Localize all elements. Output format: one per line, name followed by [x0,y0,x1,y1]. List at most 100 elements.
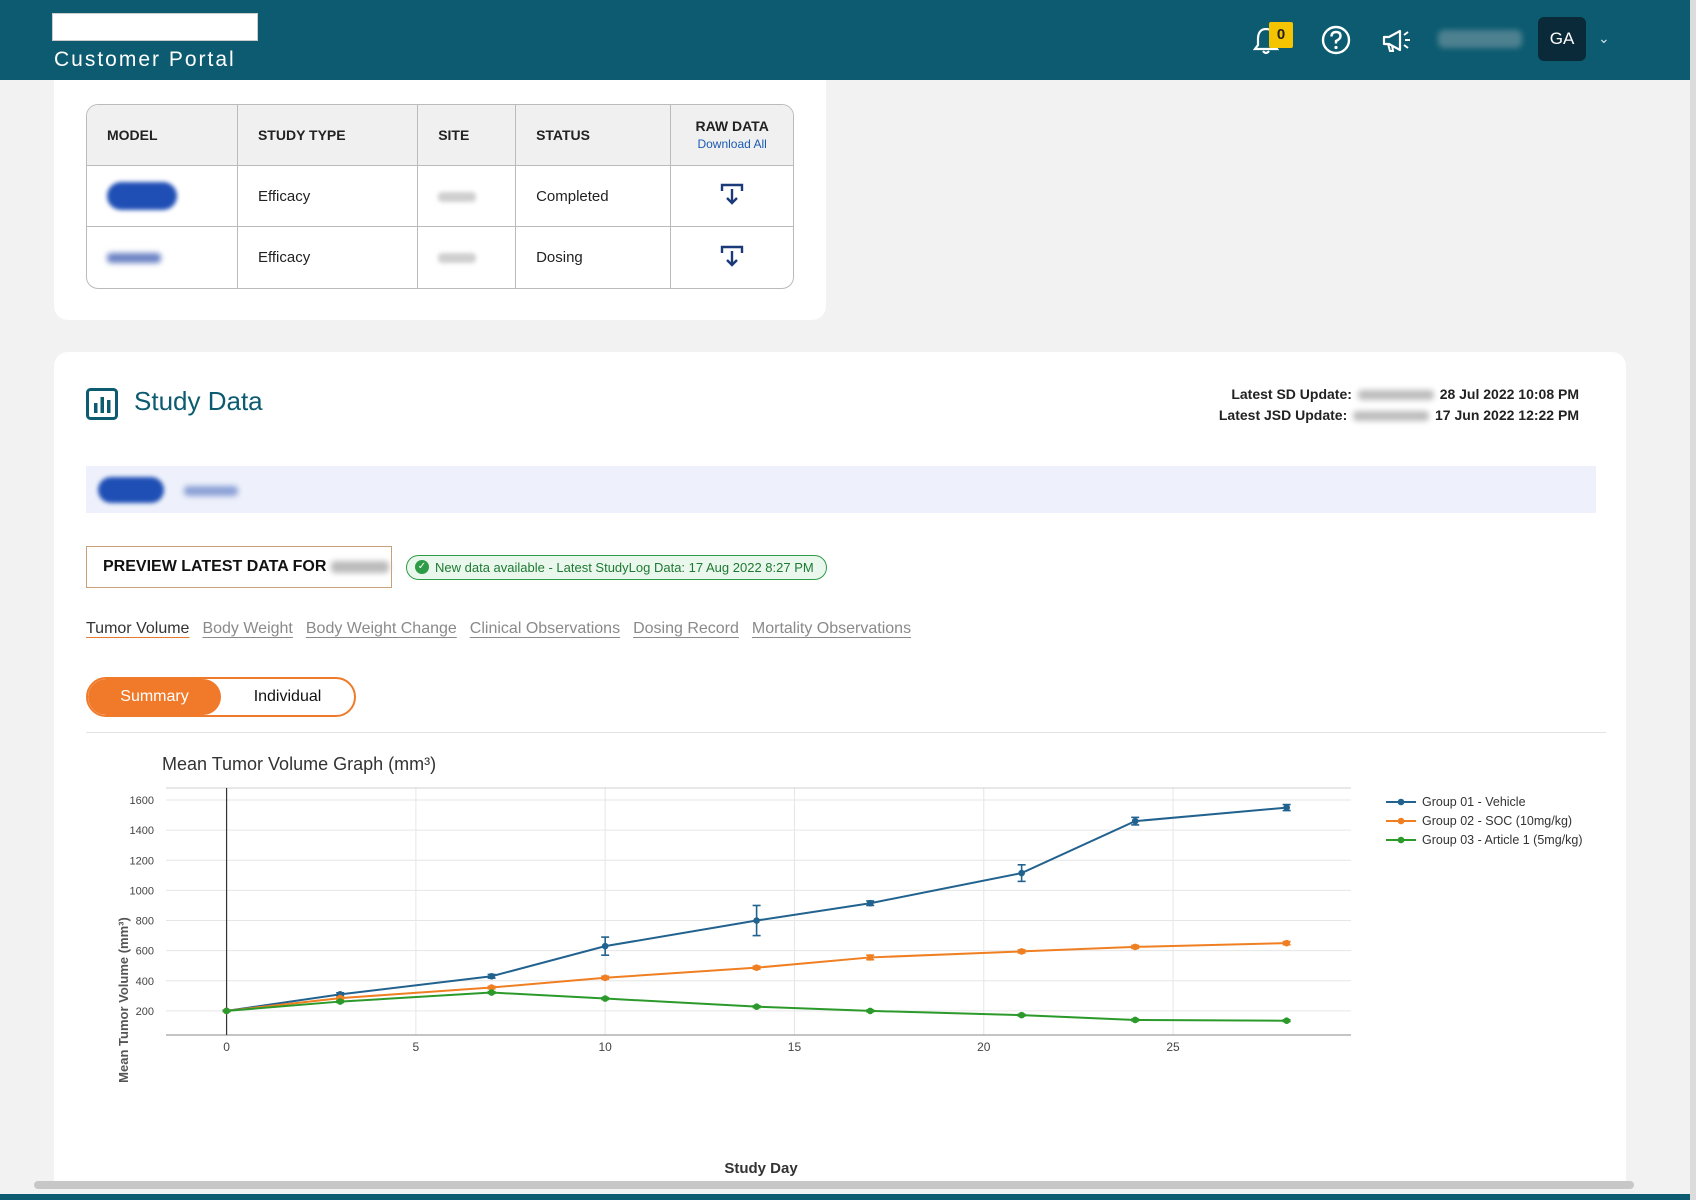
study-type-cell: Efficacy [237,166,419,227]
sd-update-label: Latest SD Update: [1231,386,1352,402]
raw-data-label: RAW DATA [695,118,769,134]
user-name-redacted[interactable] [1438,30,1522,48]
individual-toggle-button[interactable]: Individual [253,688,322,705]
data-point [1283,804,1290,811]
check-circle-icon: ✓ [415,560,429,574]
y-tick-label: 800 [136,916,154,928]
jsd-update-value: 17 Jun 2022 12:22 PM [1435,407,1579,423]
site-redacted [438,253,477,264]
table-row: Efficacy Dosing [87,227,793,288]
tumor-volume-chart: Mean Tumor Volume Graph (mm³) 2004006008… [116,754,1582,1177]
model-tab-redacted[interactable] [184,486,238,496]
data-point [488,972,495,980]
data-point [1131,1016,1139,1024]
data-point [753,964,760,971]
column-header-study-type: STUDY TYPE [237,105,419,166]
table-row: Efficacy Completed [87,166,793,227]
y-tick-label: 600 [136,946,154,958]
tab-tumor-volume[interactable]: Tumor Volume [86,620,190,637]
chevron-down-icon[interactable]: ⌄ [1598,30,1610,46]
data-tabs: Tumor Volume Body Weight Body Weight Cha… [86,620,911,638]
y-tick-label: 400 [136,976,154,988]
sd-update-value: 28 Jul 2022 10:08 PM [1439,386,1579,402]
new-data-text: New data available - Latest StudyLog Dat… [435,560,814,575]
chart-legend: Group 01 - Vehicle Group 02 - SOC (10mg/k… [1386,795,1582,847]
tab-body-weight-change[interactable]: Body Weight Change [305,620,457,637]
new-data-badge: ✓ New data available - Latest StudyLog D… [406,555,827,580]
legend-label: Group 01 - Vehicle [1422,795,1526,809]
y-tick-label: 1400 [130,825,154,837]
company-logo-redacted [52,13,258,41]
y-tick-label: 1200 [130,855,154,867]
horizontal-scrollbar[interactable] [34,1181,1634,1189]
column-header-raw-data: RAW DATA Download All [671,105,793,166]
divider [86,732,1606,733]
data-point [1131,817,1139,825]
summary-toggle-button[interactable]: Summary [88,679,221,715]
data-point [223,1007,230,1015]
preview-latest-data-button[interactable]: PREVIEW LATEST DATA FOR [86,546,392,588]
data-point [866,1007,874,1015]
model-pill-redacted[interactable] [107,182,177,210]
x-tick-label: 25 [1166,1040,1180,1054]
data-point [601,942,609,950]
data-point [1131,943,1139,951]
raw-data-cell [671,166,793,227]
site-redacted [438,191,477,202]
download-all-link[interactable]: Download All [697,137,767,151]
table-header-row: MODEL STUDY TYPE SITE STATUS RAW DATA Do… [87,105,793,166]
portal-subtitle: Customer Portal [54,48,236,71]
data-point [336,998,344,1005]
tab-dosing-record[interactable]: Dosing Record [633,620,739,637]
model-id-redacted [330,560,389,573]
raw-data-cell [671,227,793,288]
help-icon[interactable] [1318,22,1354,58]
download-icon[interactable] [719,182,745,206]
data-point [488,989,495,996]
chart-grid: 200 400 600 800 1000 1200 1400 1600 0 5 10 15 20 25 [130,787,1351,1054]
summary-individual-toggle: Summary Individual [86,677,356,717]
page-edge [1690,0,1696,1200]
data-point [1283,939,1290,947]
data-point [1018,948,1025,955]
model-link-redacted[interactable] [107,253,161,264]
column-header-status: STATUS [516,105,672,166]
x-tick-label: 15 [788,1040,802,1054]
site-cell [418,227,517,288]
model-tab-selected-redacted[interactable] [98,477,164,503]
x-tick-label: 20 [977,1040,991,1054]
data-point [1283,1017,1290,1024]
data-point [866,899,874,907]
download-icon[interactable] [719,244,745,268]
data-point [1018,869,1025,877]
tab-body-weight[interactable]: Body Weight [202,620,293,637]
tab-clinical-observations[interactable]: Clinical Observations [469,620,621,637]
preview-button-label: PREVIEW LATEST DATA FOR [103,558,327,575]
megaphone-icon[interactable] [1378,22,1414,58]
column-header-model: MODEL [87,105,238,166]
model-selector-bar [86,466,1596,513]
data-point [753,917,760,924]
legend-marker [1397,836,1405,844]
notification-count-badge: 0 [1269,22,1293,48]
legend-label: Group 02 - SOC (10mg/kg) [1422,814,1572,828]
x-axis-label: Study Day [724,1160,798,1177]
model-cell [87,166,238,227]
study-type-cell: Efficacy [238,227,419,288]
site-cell [418,166,517,227]
avatar[interactable]: GA [1538,17,1586,61]
data-point [601,995,609,1002]
data-point [1018,1011,1025,1019]
page-title: Study Data [134,386,263,416]
legend-marker [1397,817,1405,825]
x-tick-label: 5 [413,1040,420,1054]
tab-mortality-observations[interactable]: Mortality Observations [751,620,912,637]
model-cell [87,227,238,288]
status-cell: Dosing [516,227,672,288]
column-header-site: SITE [418,105,517,166]
status-cell: Completed [516,166,672,227]
chart-series [222,803,1291,1024]
sd-updater-redacted [1357,390,1434,401]
jsd-update-info: Latest JSD Update: 17 Jun 2022 12:22 PM [1219,407,1579,423]
jsd-update-label: Latest JSD Update: [1218,407,1348,423]
